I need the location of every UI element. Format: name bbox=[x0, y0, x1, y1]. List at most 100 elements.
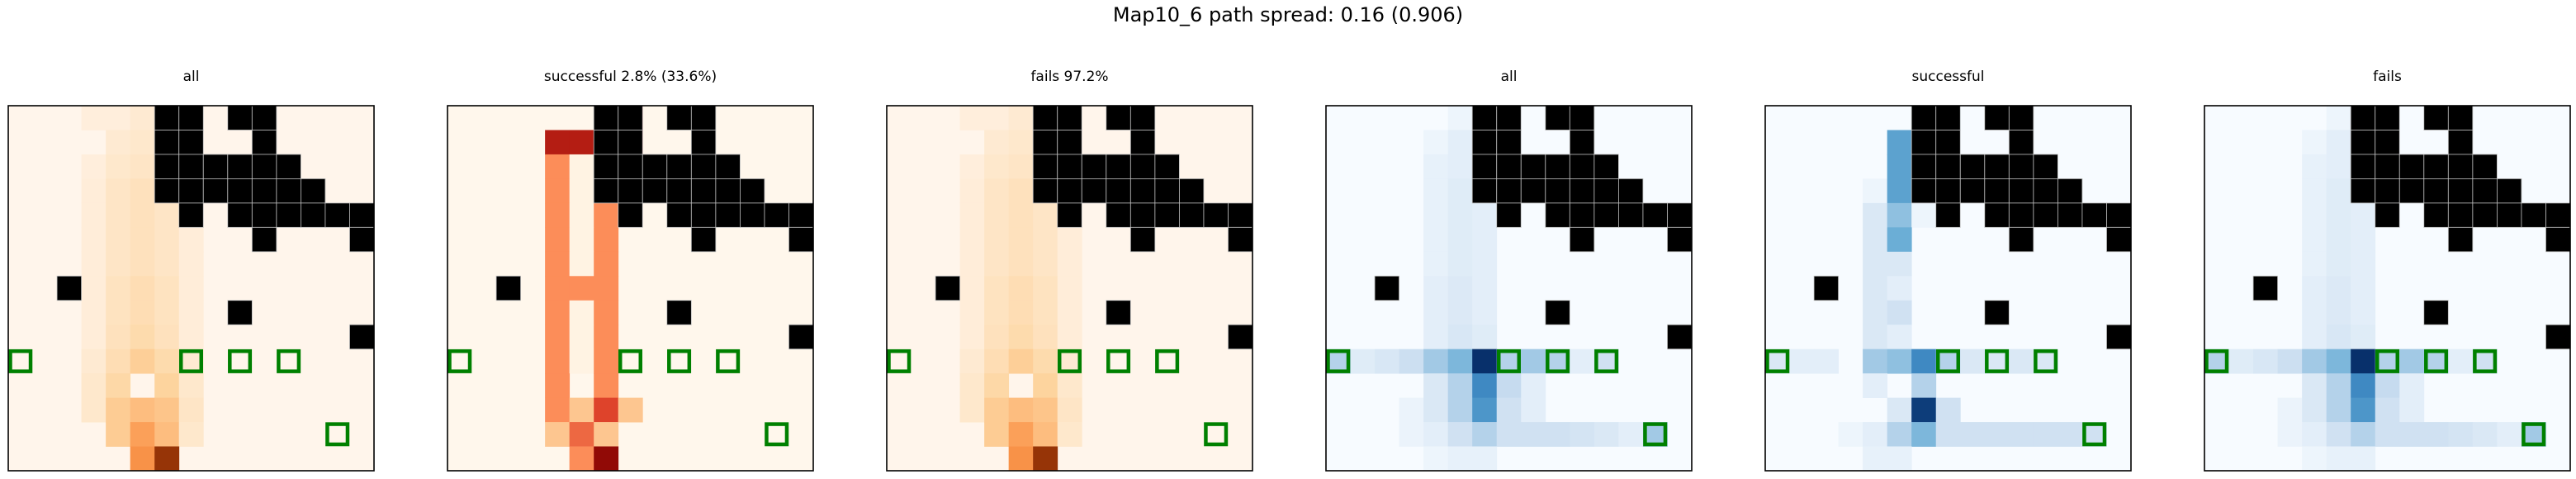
heat-cell bbox=[2277, 397, 2303, 423]
wall-cell bbox=[1593, 202, 1619, 228]
wall-cell bbox=[1496, 202, 1522, 228]
panel-title: successful bbox=[1912, 69, 1985, 85]
wall-cell bbox=[2472, 202, 2498, 228]
heat-cell bbox=[1423, 227, 1449, 253]
wall-cell bbox=[1106, 154, 1131, 179]
heat-cell bbox=[569, 276, 594, 301]
heat-cell bbox=[2033, 422, 2058, 447]
wall-cell bbox=[666, 105, 692, 130]
heat-cell bbox=[569, 300, 594, 325]
heat-cell bbox=[2326, 446, 2351, 472]
wall-cell bbox=[2398, 178, 2425, 204]
heat-cell bbox=[569, 325, 594, 350]
heat-cell bbox=[130, 276, 155, 301]
heat-cell bbox=[2302, 422, 2327, 447]
heat-cell bbox=[81, 227, 107, 253]
wall-cell bbox=[1545, 202, 1570, 228]
heat-cell bbox=[178, 373, 204, 398]
heat-cell bbox=[959, 349, 985, 374]
heat-cell bbox=[2326, 373, 2351, 398]
heat-cell bbox=[130, 154, 155, 179]
heat-cell bbox=[569, 422, 594, 447]
heat-cell bbox=[984, 373, 1010, 398]
heat-cell bbox=[1008, 422, 1034, 447]
wall-cell bbox=[690, 226, 717, 253]
heat-cell bbox=[1033, 397, 1058, 423]
heat-cell bbox=[1472, 325, 1498, 350]
wall-cell bbox=[1545, 154, 1570, 179]
wall-cell bbox=[251, 202, 277, 228]
heat-cell bbox=[154, 202, 180, 228]
heat-cell bbox=[1057, 325, 1082, 350]
panel-title: fails bbox=[2373, 69, 2402, 85]
wall-cell bbox=[1984, 300, 2010, 325]
heat-cell bbox=[1423, 130, 1449, 155]
wall-cell bbox=[1813, 275, 1840, 301]
wall-cell bbox=[1032, 178, 1058, 204]
heat-cell bbox=[106, 422, 131, 447]
heat-cell bbox=[1008, 276, 1034, 301]
heat-cell bbox=[569, 227, 594, 253]
wall-cell bbox=[1569, 130, 1595, 155]
heat-cell bbox=[1447, 202, 1473, 228]
goal-marker bbox=[447, 349, 472, 373]
goal-marker bbox=[1765, 349, 1790, 373]
goal-marker bbox=[765, 422, 789, 447]
wall-cell bbox=[2106, 226, 2132, 253]
wall-cell bbox=[618, 178, 643, 204]
heat-cell bbox=[1008, 300, 1034, 325]
wall-cell bbox=[1154, 202, 1180, 228]
heat-cell bbox=[1472, 349, 1498, 374]
heat-cell bbox=[1423, 251, 1449, 277]
wall-cell bbox=[740, 202, 765, 228]
wall-cell bbox=[1032, 105, 1058, 130]
wall-cell bbox=[276, 202, 301, 228]
heat-cell bbox=[1033, 227, 1058, 253]
heat-cell bbox=[984, 251, 1010, 277]
heat-cell bbox=[1423, 154, 1449, 179]
wall-cell bbox=[1984, 178, 2010, 204]
heat-cell bbox=[106, 202, 131, 228]
wall-cell bbox=[227, 300, 253, 325]
wall-cell bbox=[178, 105, 204, 130]
wall-cell bbox=[690, 105, 717, 130]
heat-cell bbox=[1447, 227, 1473, 253]
heat-cell bbox=[1887, 349, 1912, 374]
heat-cell bbox=[959, 397, 985, 423]
heat-cell bbox=[2399, 349, 2425, 374]
heat-cell bbox=[569, 446, 594, 472]
heat-cell bbox=[1008, 106, 1034, 130]
heat-cell bbox=[154, 276, 180, 301]
heat-cell bbox=[1033, 300, 1058, 325]
wall-cell bbox=[2350, 105, 2376, 130]
wall-cell bbox=[276, 178, 301, 204]
wall-cell bbox=[2033, 154, 2058, 179]
goal-marker bbox=[8, 349, 33, 373]
heat-cell bbox=[130, 106, 155, 130]
heat-cell bbox=[2351, 227, 2376, 253]
heat-cell bbox=[106, 349, 131, 374]
heat-cell bbox=[154, 422, 180, 447]
heat-cell bbox=[130, 251, 155, 277]
wall-cell bbox=[178, 154, 204, 179]
heat-cell bbox=[1911, 373, 1937, 398]
goal-marker bbox=[618, 349, 643, 373]
wall-cell bbox=[300, 178, 326, 204]
wall-cell bbox=[1203, 202, 1229, 228]
heat-cell bbox=[1399, 422, 1424, 447]
wall-cell bbox=[788, 324, 814, 350]
heat-cell bbox=[1472, 251, 1498, 277]
goal-marker bbox=[1496, 349, 1522, 373]
wall-cell bbox=[1129, 130, 1156, 155]
heat-cell bbox=[2302, 446, 2327, 472]
heat-cell bbox=[1887, 251, 1912, 277]
heat-cell bbox=[2399, 422, 2425, 447]
heat-cell bbox=[984, 325, 1010, 350]
heat-cell bbox=[1935, 397, 1961, 423]
wall-cell bbox=[2472, 178, 2498, 204]
wall-cell bbox=[2081, 202, 2107, 228]
wall-cell bbox=[1593, 154, 1619, 179]
heat-cell bbox=[1033, 373, 1058, 398]
heat-cell bbox=[1008, 251, 1034, 277]
heat-cell bbox=[1911, 422, 1937, 447]
